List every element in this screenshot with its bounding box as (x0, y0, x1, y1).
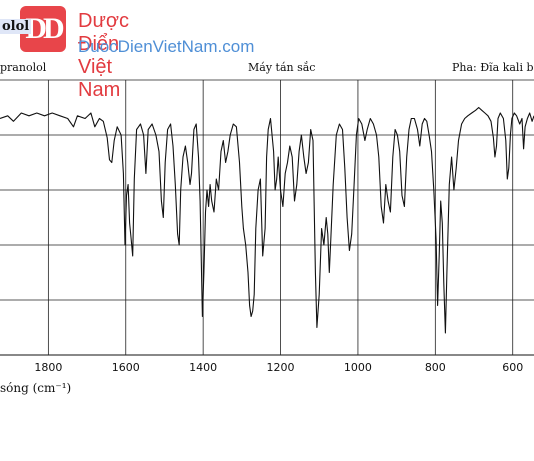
title-fragment: olol (0, 19, 32, 34)
x-axis-ticks: 1800 1600 1400 1200 1000 800 600 (34, 361, 523, 374)
x-axis-label: sóng (cm⁻¹) (0, 381, 72, 395)
phase-label: Pha: Đĩa kali b (452, 61, 534, 74)
watermark-url: DuocDienVietNam.com (78, 37, 255, 56)
sample-name: pranolol (0, 61, 47, 74)
x-tick-label: 1400 (189, 361, 217, 374)
x-tick-label: 600 (502, 361, 523, 374)
x-tick-label: 1600 (112, 361, 140, 374)
watermark-name: Dược Điển Việt Nam (78, 10, 129, 101)
x-tick-label: 800 (425, 361, 446, 374)
instrument-label: Máy tán sắc (248, 61, 316, 74)
x-tick-label: 1800 (34, 361, 62, 374)
watermark-logo: DD (20, 6, 66, 52)
x-tick-label: 1200 (267, 361, 295, 374)
chart-grid (0, 79, 534, 356)
x-tick-label: 1000 (344, 361, 372, 374)
spectrum-line (0, 106, 534, 334)
